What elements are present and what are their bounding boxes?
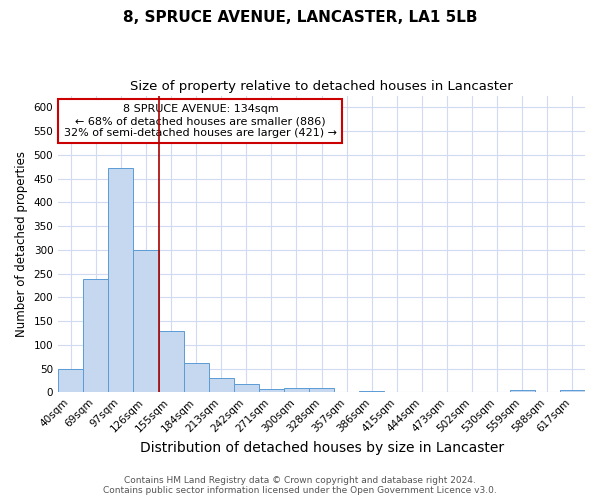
Bar xyxy=(234,384,259,392)
Bar xyxy=(184,363,209,392)
Text: 8, SPRUCE AVENUE, LANCASTER, LA1 5LB: 8, SPRUCE AVENUE, LANCASTER, LA1 5LB xyxy=(123,10,477,25)
Bar xyxy=(284,388,309,392)
Bar xyxy=(209,378,234,392)
Bar xyxy=(158,330,184,392)
Text: 8 SPRUCE AVENUE: 134sqm
← 68% of detached houses are smaller (886)
32% of semi-d: 8 SPRUCE AVENUE: 134sqm ← 68% of detache… xyxy=(64,104,337,138)
Bar xyxy=(83,280,109,392)
Text: Contains HM Land Registry data © Crown copyright and database right 2024.
Contai: Contains HM Land Registry data © Crown c… xyxy=(103,476,497,495)
Bar xyxy=(58,368,83,392)
Bar xyxy=(309,388,334,392)
Y-axis label: Number of detached properties: Number of detached properties xyxy=(15,151,28,337)
Bar xyxy=(259,389,284,392)
X-axis label: Distribution of detached houses by size in Lancaster: Distribution of detached houses by size … xyxy=(140,441,503,455)
Bar xyxy=(560,390,585,392)
Bar xyxy=(359,391,385,392)
Bar xyxy=(133,250,158,392)
Bar xyxy=(510,390,535,392)
Bar xyxy=(109,168,133,392)
Title: Size of property relative to detached houses in Lancaster: Size of property relative to detached ho… xyxy=(130,80,513,93)
